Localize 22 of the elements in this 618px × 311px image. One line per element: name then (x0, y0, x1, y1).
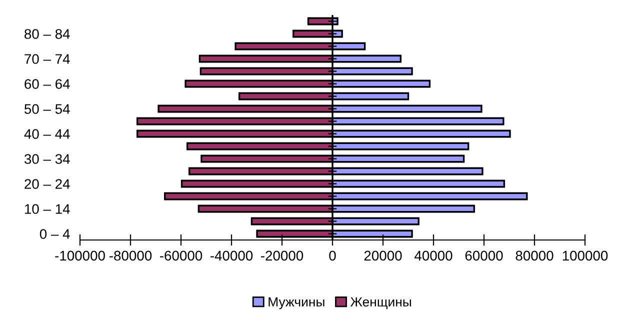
x-tick-label: 60000 (465, 250, 503, 261)
y-tick-label: 20 – 24 (24, 179, 70, 189)
y-tick-label: 50 – 54 (24, 104, 70, 114)
y-tick-label: 80 – 84 (24, 29, 70, 39)
y-tick-label: 30 – 34 (24, 154, 70, 164)
y-tick-label: 10 – 14 (25, 204, 70, 214)
x-tick-label: -40000 (210, 250, 253, 261)
x-tick-label: 100000 (562, 250, 608, 261)
y-tick-label: 60 – 64 (24, 79, 70, 89)
x-tick-label: 80000 (516, 250, 554, 261)
legend-label: Мужчины (268, 297, 324, 310)
x-tick-label: 0 (329, 250, 336, 261)
x-tick-label: -100000 (55, 250, 105, 261)
legend-label: Женщины (350, 297, 411, 310)
y-tick-label: 0 – 4 (40, 229, 70, 239)
x-tick-label: -60000 (160, 250, 202, 261)
x-tick-label: -80000 (109, 250, 152, 261)
y-tick-label: 40 – 44 (24, 129, 70, 139)
x-tick-label: -20000 (260, 250, 304, 261)
x-tick-label: 20000 (364, 250, 402, 261)
x-tick-label: 40000 (414, 250, 452, 261)
y-tick-label: 70 – 74 (24, 54, 70, 64)
